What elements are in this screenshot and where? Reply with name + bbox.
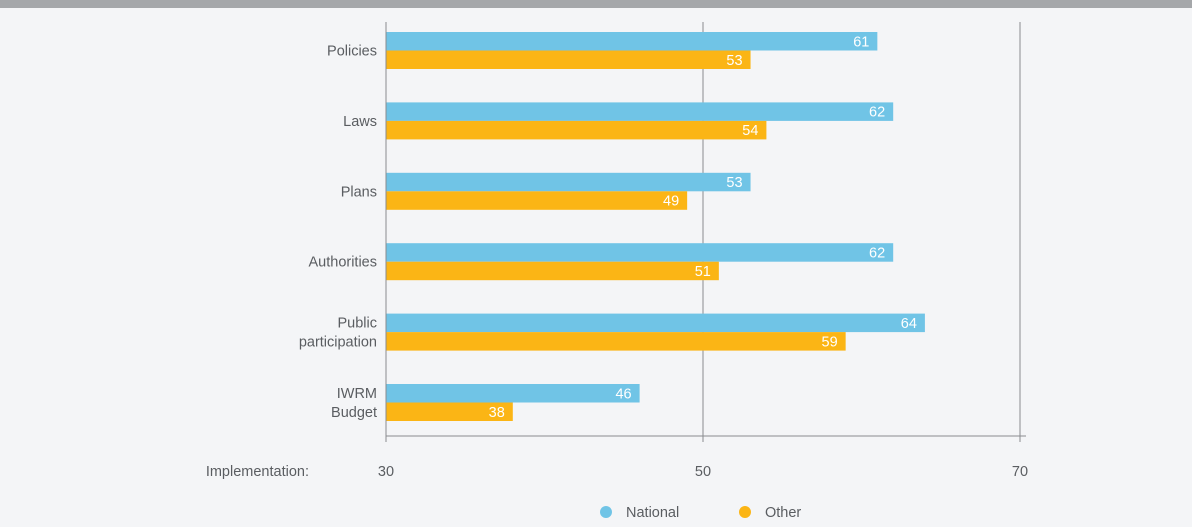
bar-other (386, 191, 688, 210)
category-label-line: Budget (331, 405, 377, 421)
value-label: 61 (853, 34, 869, 50)
category-label-line: Plans (341, 184, 377, 200)
category-label-line: participation (299, 335, 377, 351)
category-label: Laws (343, 114, 377, 130)
category-label-line: Public (338, 316, 378, 332)
value-label: 46 (615, 386, 631, 402)
x-tick-label: 30 (378, 464, 394, 480)
category-label-line: Laws (343, 114, 377, 130)
bar-other (386, 120, 767, 140)
legend-label-national: National (626, 505, 679, 521)
value-label: 49 (663, 194, 679, 210)
legend-marker-other (739, 506, 751, 518)
bar-national (386, 384, 640, 403)
category-label-line: Authorities (308, 255, 377, 271)
category-label: IWRM Budget (331, 386, 377, 421)
x-tick-label: 50 (695, 464, 711, 480)
value-label: 38 (489, 405, 505, 421)
value-label: 51 (695, 264, 711, 280)
value-label: 62 (869, 245, 885, 261)
category-label-line: IWRM (337, 386, 377, 402)
bar-other (386, 261, 719, 281)
value-label: 54 (742, 123, 758, 139)
top-bar (0, 0, 1192, 8)
bar-other (386, 50, 751, 69)
value-label: 64 (901, 316, 917, 332)
bar-national (386, 243, 894, 262)
value-label: 53 (726, 175, 742, 191)
legend-label-other: Other (765, 505, 801, 521)
value-label: 59 (822, 334, 838, 350)
category-label: Plans (341, 184, 377, 200)
bar-national (386, 172, 751, 192)
bar-national (386, 313, 925, 333)
category-label: Authorities (308, 255, 377, 271)
bar-national (386, 32, 878, 51)
x-tick-label: 70 (1012, 464, 1028, 480)
category-label-line: Policies (327, 44, 377, 60)
bar-national (386, 102, 894, 121)
category-label: Policies (327, 44, 377, 60)
bar-other (386, 402, 513, 421)
value-label: 62 (869, 105, 885, 121)
value-label: 53 (726, 53, 742, 69)
legend-marker-national (600, 506, 612, 518)
x-axis-title: Implementation: (206, 464, 309, 480)
category-label: Public participation (299, 316, 377, 351)
bar-other (386, 332, 846, 351)
